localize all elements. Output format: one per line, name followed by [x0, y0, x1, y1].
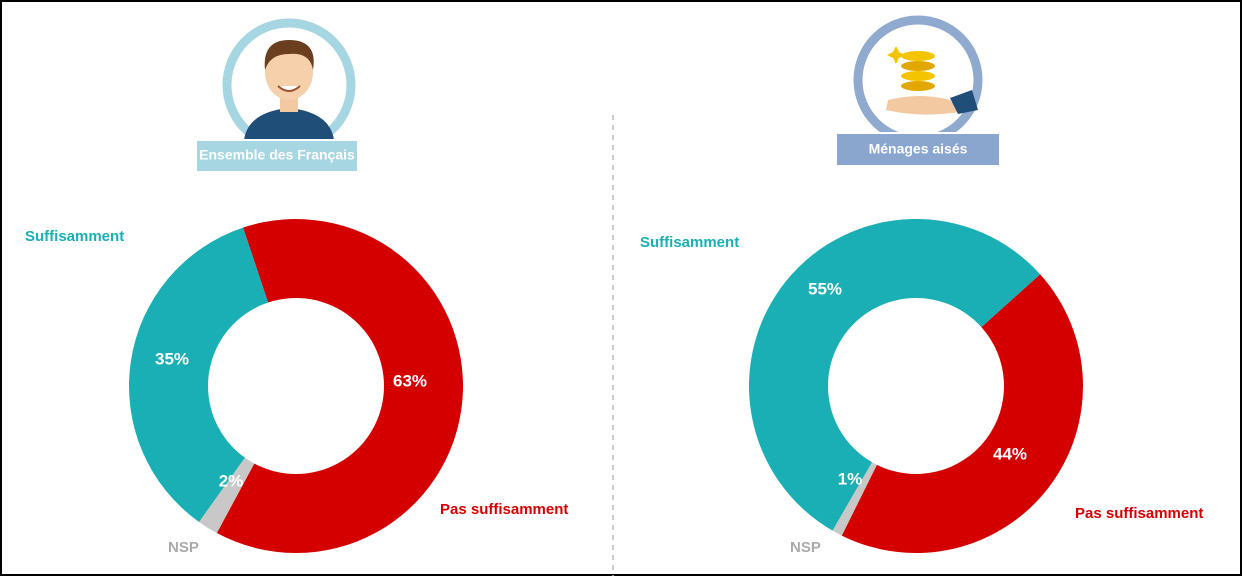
value-label: 1%	[838, 469, 863, 488]
value-label: 44%	[993, 444, 1027, 463]
category-label: Pas suffisamment	[440, 501, 568, 518]
category-label: Suffisamment	[640, 234, 739, 251]
category-label: Pas suffisamment	[1075, 505, 1203, 522]
category-label: Suffisamment	[25, 228, 124, 245]
value-label: 63%	[393, 371, 427, 390]
badge-label: Ménages aisés	[869, 141, 968, 157]
category-label: NSP	[790, 539, 821, 556]
category-label: NSP	[168, 539, 199, 556]
value-label: 35%	[155, 349, 189, 368]
badge-label: Ensemble des Français	[199, 147, 355, 163]
value-label: 2%	[219, 471, 244, 490]
person-icon	[227, 23, 351, 147]
chart: Ensemble des Français 63% Pas suffisamment…	[0, 0, 1242, 576]
page: Ensemble des Français 63% Pas suffisamment…	[0, 0, 1242, 576]
coins-icon	[858, 20, 978, 140]
value-label: 55%	[808, 279, 842, 298]
